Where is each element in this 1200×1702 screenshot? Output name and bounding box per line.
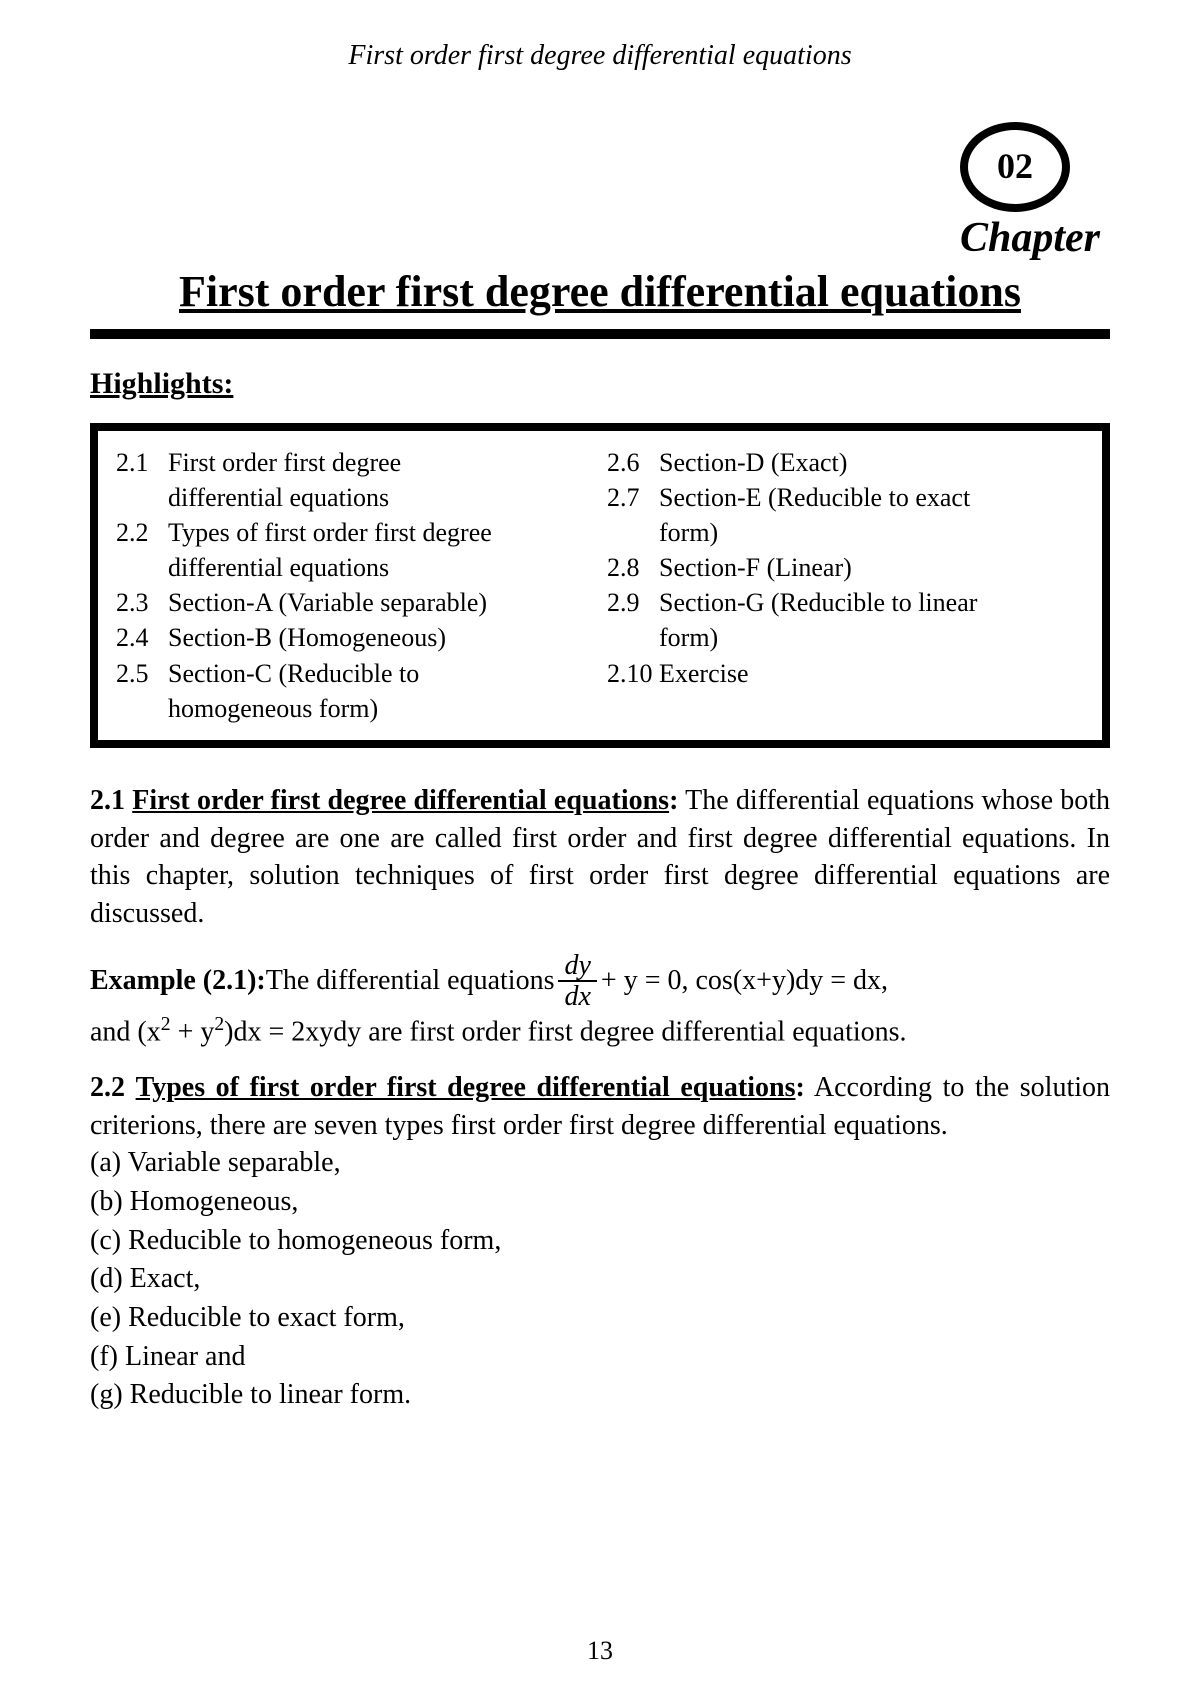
type-item: (e) Reducible to exact form, — [90, 1299, 1110, 1338]
fraction-dy-dx: dy dx — [558, 951, 596, 1012]
highlight-num: 2.7 — [607, 480, 659, 515]
highlight-cont: homogeneous form) — [116, 691, 593, 726]
page-number: 13 — [0, 1636, 1200, 1666]
highlight-item: 2.7Section-E (Reducible to exact — [607, 480, 1084, 515]
example-line2-pre: and (x — [90, 1016, 161, 1047]
example-line2-post: )dx = 2xydy are first order first degree… — [224, 1016, 906, 1047]
highlight-text: First order first degree — [168, 445, 593, 480]
highlight-num: 2.10 — [607, 656, 659, 691]
section-2-2: 2.2 Types of first order first degree di… — [90, 1069, 1110, 1145]
title-rule — [90, 329, 1110, 339]
example-2-1-line1: Example (2.1): The differential equation… — [90, 951, 1110, 1012]
highlight-item: 2.2Types of first order first degree — [116, 515, 593, 550]
running-header: First order first degree differential eq… — [90, 40, 1110, 72]
highlight-text: Section-F (Linear) — [659, 550, 1084, 585]
highlight-text: Section-G (Reducible to linear — [659, 585, 1084, 620]
type-item: (g) Reducible to linear form. — [90, 1376, 1110, 1415]
highlight-text: Exercise — [659, 656, 1084, 691]
section-2-1: 2.1 First order first degree differentia… — [90, 782, 1110, 933]
highlight-cont: form) — [607, 620, 1084, 655]
highlight-text: Section-B (Homogeneous) — [168, 620, 593, 655]
chapter-label: Chapter — [90, 214, 1100, 262]
example-2-1-line2: and (x2 + y2)dx = 2xydy are first order … — [90, 1012, 1110, 1051]
highlights-col-left: 2.1First order first degree differential… — [116, 445, 593, 726]
superscript: 2 — [161, 1014, 171, 1035]
section-colon: : — [669, 785, 678, 816]
highlights-box: 2.1First order first degree differential… — [90, 423, 1110, 748]
example-lead: The differential equations — [266, 963, 555, 999]
example-line2-mid: + y — [171, 1016, 215, 1047]
highlight-item: 2.8Section-F (Linear) — [607, 550, 1084, 585]
highlight-cont: differential equations — [116, 550, 593, 585]
types-list: (a) Variable separable, (b) Homogeneous,… — [90, 1144, 1110, 1414]
highlight-num: 2.5 — [116, 656, 168, 691]
chapter-title: First order first degree differential eq… — [90, 266, 1110, 317]
fraction-denominator: dx — [558, 982, 596, 1011]
highlight-item: 2.9Section-G (Reducible to linear — [607, 585, 1084, 620]
section-number: 2.1 — [90, 785, 125, 816]
section-colon: : — [796, 1072, 805, 1103]
example-after-frac: + y = 0, cos(x+y)dy = dx, — [601, 963, 888, 999]
highlight-num: 2.6 — [607, 445, 659, 480]
type-item: (f) Linear and — [90, 1338, 1110, 1377]
type-item: (d) Exact, — [90, 1260, 1110, 1299]
highlight-item: 2.3Section-A (Variable separable) — [116, 585, 593, 620]
highlight-num: 2.8 — [607, 550, 659, 585]
highlight-item: 2.6Section-D (Exact) — [607, 445, 1084, 480]
highlights-heading: Highlights: — [90, 367, 1110, 401]
highlight-text: Types of first order first degree — [168, 515, 593, 550]
example-label: Example (2.1): — [90, 963, 266, 999]
highlights-col-right: 2.6Section-D (Exact) 2.7Section-E (Reduc… — [607, 445, 1084, 726]
section-name: Types of first order first degree differ… — [136, 1072, 796, 1103]
highlight-text: Section-C (Reducible to — [168, 656, 593, 691]
chapter-badge: 02 — [90, 122, 1070, 212]
highlight-text: Section-A (Variable separable) — [168, 585, 593, 620]
type-item: (a) Variable separable, — [90, 1144, 1110, 1183]
highlight-cont: form) — [607, 515, 1084, 550]
section-number: 2.2 — [90, 1072, 125, 1103]
highlight-item: 2.5Section-C (Reducible to — [116, 656, 593, 691]
fraction-numerator: dy — [558, 951, 596, 982]
highlight-num: 2.9 — [607, 585, 659, 620]
highlight-text: Section-E (Reducible to exact — [659, 480, 1084, 515]
type-item: (c) Reducible to homogeneous form, — [90, 1222, 1110, 1261]
section-name: First order first degree differential eq… — [132, 785, 669, 816]
chapter-number-oval: 02 — [960, 122, 1070, 212]
highlight-num: 2.1 — [116, 445, 168, 480]
highlight-num: 2.3 — [116, 585, 168, 620]
highlight-item: 2.1First order first degree — [116, 445, 593, 480]
highlight-num: 2.4 — [116, 620, 168, 655]
superscript: 2 — [214, 1014, 224, 1035]
highlight-cont: differential equations — [116, 480, 593, 515]
highlight-num: 2.2 — [116, 515, 168, 550]
highlight-item: 2.4Section-B (Homogeneous) — [116, 620, 593, 655]
highlight-item: 2.10Exercise — [607, 656, 1084, 691]
type-item: (b) Homogeneous, — [90, 1183, 1110, 1222]
highlight-text: Section-D (Exact) — [659, 445, 1084, 480]
